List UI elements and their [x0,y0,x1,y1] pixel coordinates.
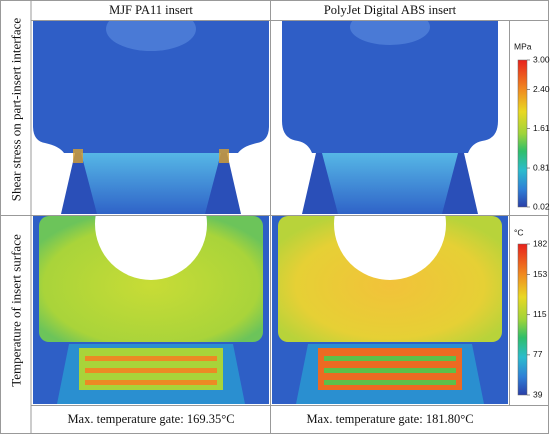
caption: Max. temperature gate: 181.80°C [306,412,473,426]
colorbar-tick-label: 0.02 [533,201,550,211]
caption: Max. temperature gate: 169.35°C [67,412,234,426]
colorbar-unit: MPa [514,41,532,51]
colorbar-tick-label: 2.40 [533,84,550,94]
colorbar-tick-label: 182 [533,238,547,248]
temperature-map [33,216,269,404]
colorbar-tick-label: 39 [533,389,543,399]
colorbar-tick-label: 0.81 [533,162,550,172]
colorbar-tick-label: 77 [533,349,543,359]
stress-map [33,21,269,214]
column-header: PolyJet Digital ABS insert [324,3,457,17]
colorbar-tick-label: 115 [533,309,547,319]
colorbar [517,59,528,208]
colorbar-unit: °C [514,227,524,237]
colorbar-tick-label: 153 [533,269,547,279]
colorbar [517,243,528,396]
column-header: MJF PA11 insert [109,3,193,17]
stress-map [272,21,508,214]
colorbar-tick-label: 3.00 [533,54,550,64]
temperature-map [272,216,508,404]
colorbar-tick-label: 1.61 [533,123,550,133]
